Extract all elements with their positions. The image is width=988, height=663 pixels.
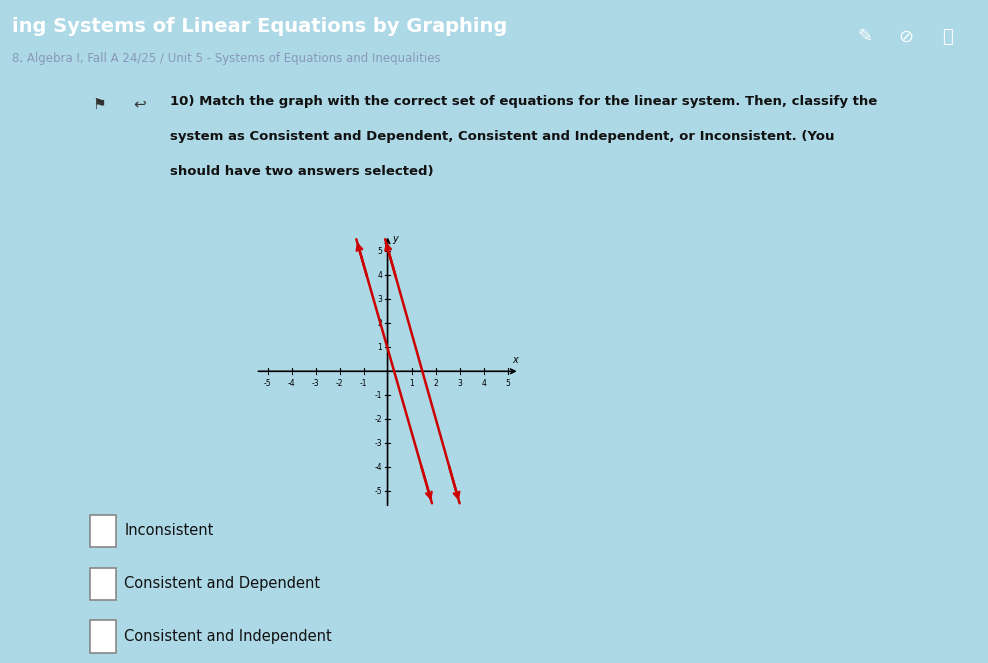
Text: 4: 4 [377, 271, 382, 280]
Text: ing Systems of Linear Equations by Graphing: ing Systems of Linear Equations by Graph… [12, 17, 507, 36]
Text: -5: -5 [374, 487, 382, 496]
Text: 🖶: 🖶 [943, 28, 952, 46]
Text: ✎: ✎ [857, 28, 872, 46]
Text: ↩: ↩ [133, 97, 146, 112]
Text: x: x [512, 355, 518, 365]
Text: Consistent and Dependent: Consistent and Dependent [124, 576, 320, 591]
Text: -4: -4 [288, 379, 295, 388]
Text: 3: 3 [457, 379, 462, 388]
Text: 2: 2 [433, 379, 438, 388]
Text: -4: -4 [374, 463, 382, 472]
Text: 1: 1 [377, 343, 382, 352]
Text: -1: -1 [360, 379, 368, 388]
Text: 3: 3 [377, 295, 382, 304]
Text: -1: -1 [374, 391, 382, 400]
Text: -3: -3 [312, 379, 319, 388]
Text: y: y [392, 234, 397, 244]
Text: -5: -5 [264, 379, 272, 388]
Text: -3: -3 [374, 439, 382, 448]
Text: should have two answers selected): should have two answers selected) [171, 166, 434, 178]
FancyBboxPatch shape [90, 515, 116, 547]
FancyBboxPatch shape [90, 568, 116, 600]
Text: 5: 5 [505, 379, 510, 388]
Text: 4: 4 [481, 379, 486, 388]
Text: 8, Algebra I, Fall A 24/25 / Unit 5 - Systems of Equations and Inequalities: 8, Algebra I, Fall A 24/25 / Unit 5 - Sy… [12, 52, 441, 65]
Text: ⚑: ⚑ [92, 97, 106, 112]
Text: 1: 1 [409, 379, 414, 388]
Text: system as Consistent and Dependent, Consistent and Independent, or Inconsistent.: system as Consistent and Dependent, Cons… [171, 130, 835, 143]
Text: 5: 5 [377, 247, 382, 256]
Text: 2: 2 [377, 319, 382, 328]
Text: Consistent and Independent: Consistent and Independent [124, 629, 332, 644]
Text: ⊘: ⊘ [898, 28, 914, 46]
Text: -2: -2 [336, 379, 343, 388]
Text: Inconsistent: Inconsistent [124, 524, 213, 538]
FancyBboxPatch shape [90, 621, 116, 653]
Text: -2: -2 [374, 415, 382, 424]
Text: 10) Match the graph with the correct set of equations for the linear system. The: 10) Match the graph with the correct set… [171, 95, 877, 108]
